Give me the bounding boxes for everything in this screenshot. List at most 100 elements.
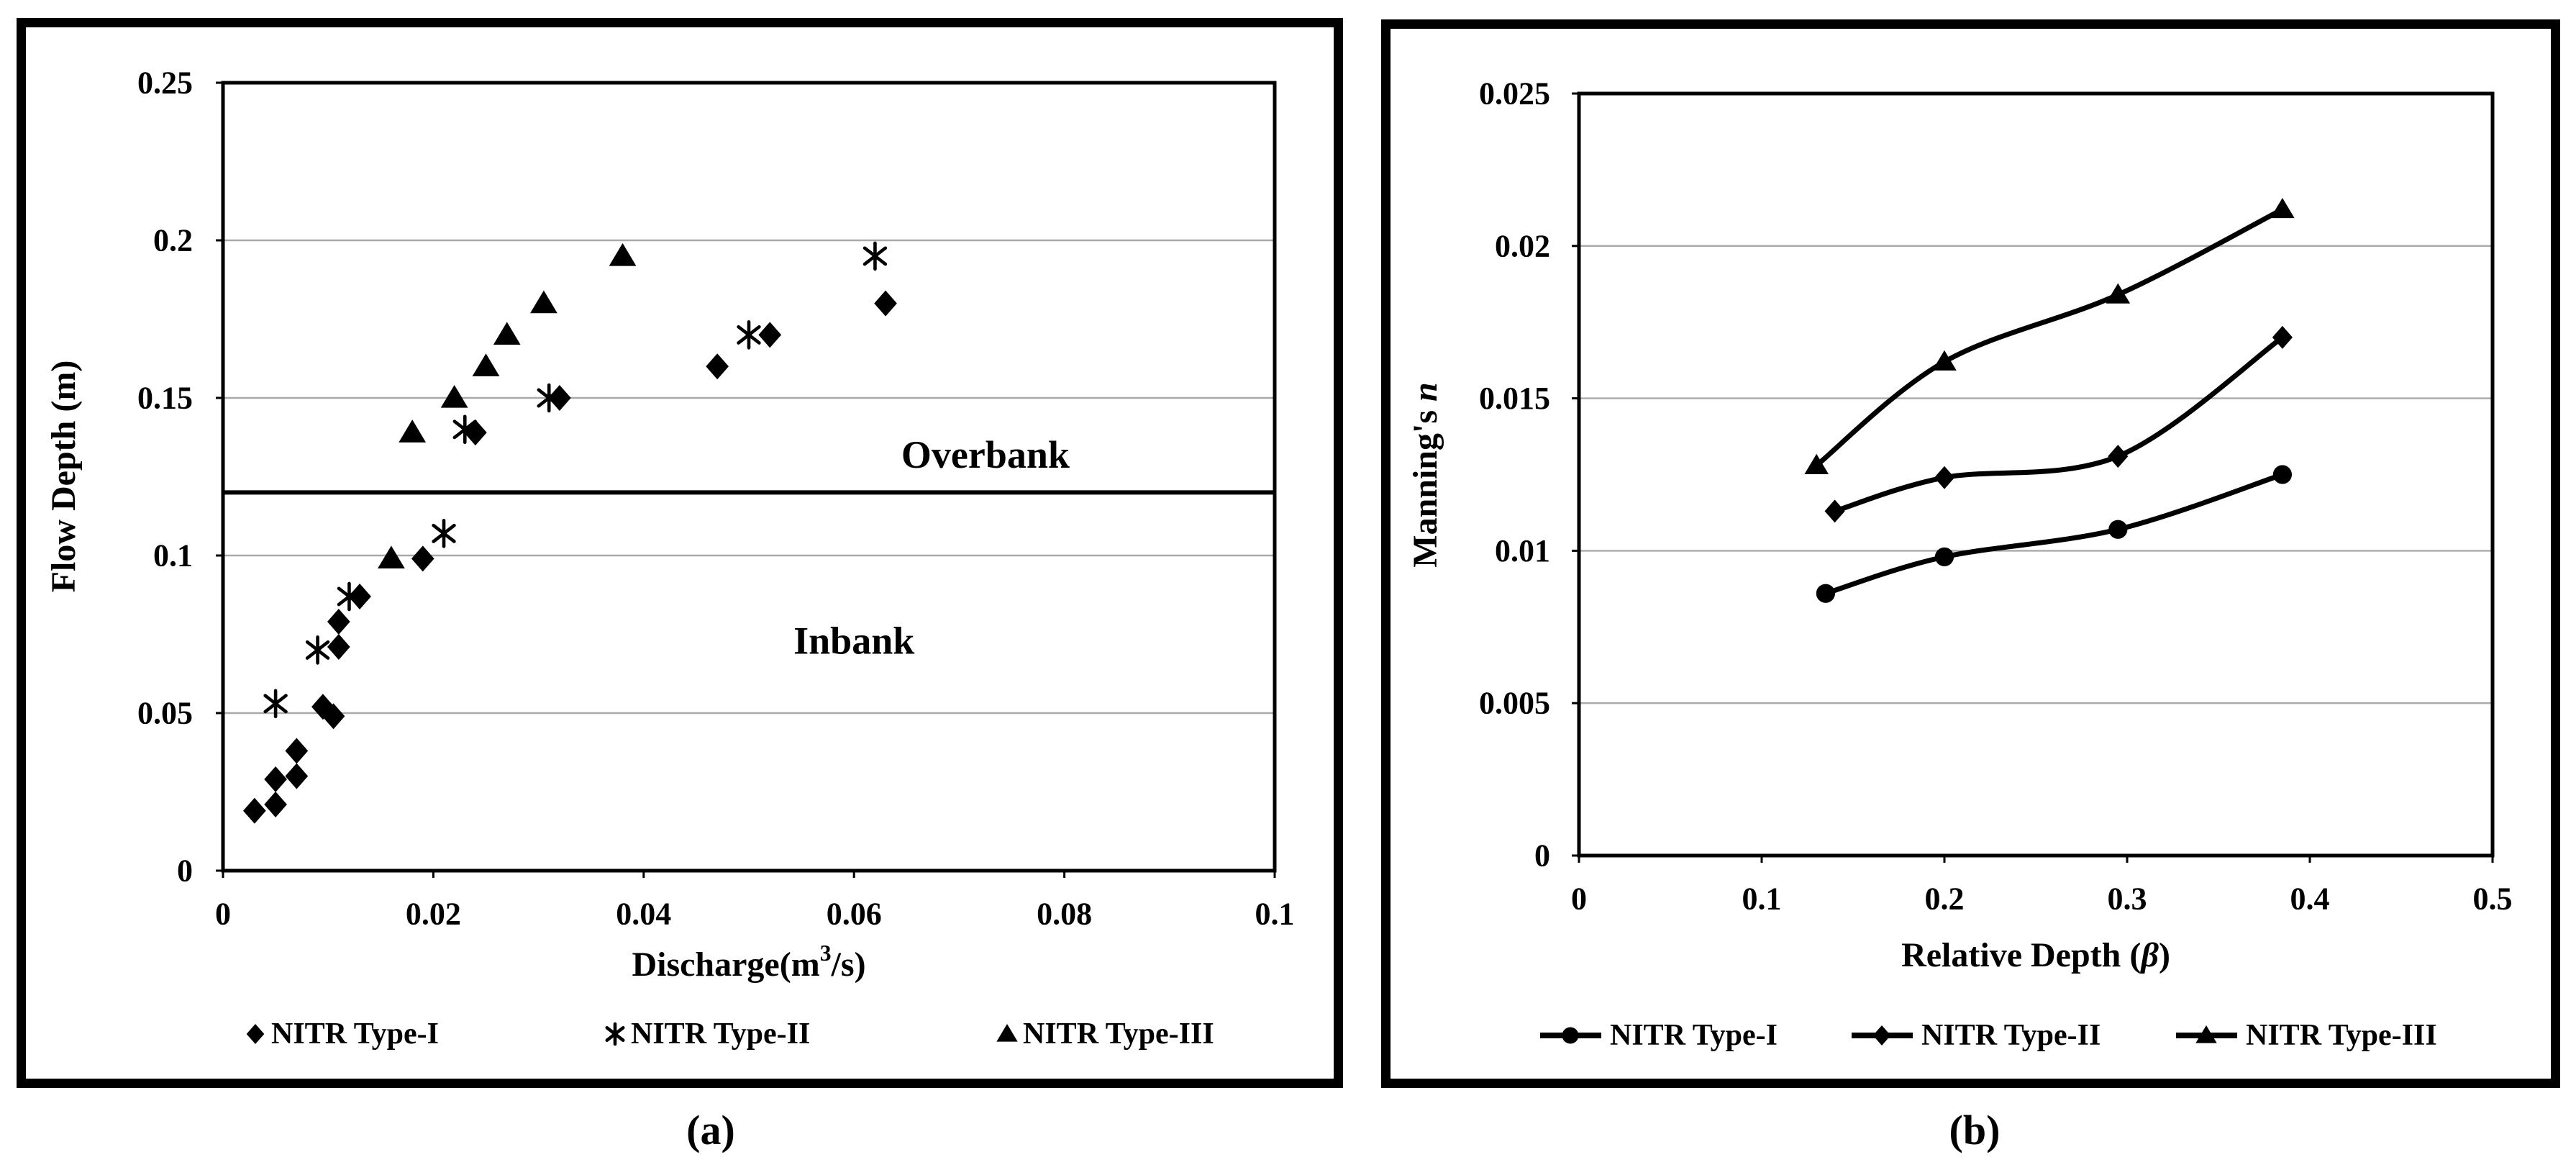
caption-b: (b) [1949, 1107, 2001, 1153]
x-axis: 0 0.02 0.04 0.06 0.08 0.1 [215, 871, 1295, 932]
data-point-nitr-type-ii [432, 519, 456, 548]
data-point-nitr-type-iii [440, 385, 468, 408]
data-point-nitr-type-iii [2270, 197, 2295, 219]
data-point-nitr-type-iii [609, 242, 637, 266]
x-axis-title-part: Discharge(m [632, 945, 819, 984]
data-point-nitr-type-i [1934, 547, 1954, 566]
x-tick-label: 0 [215, 897, 231, 932]
legend-label-nitr-type-iii: NITR Type-III [1023, 1017, 1214, 1051]
data-point-nitr-type-ii [863, 241, 888, 271]
legend-label-nitr-type-i: NITR Type-I [271, 1017, 439, 1051]
region-label-overbank: Overbank [901, 433, 1070, 476]
series-line-nitr-type-ii [1834, 335, 2284, 514]
series-nitr-type-ii [1824, 325, 2293, 523]
y-tick-label: 0.25 [137, 65, 193, 101]
legend-item-nitr-type-iii: NITR Type-III [2176, 1019, 2437, 1052]
x-tick-label: 0.1 [1742, 881, 1782, 917]
data-point-nitr-type-i [874, 290, 897, 317]
legend-item-nitr-type-iii: NITR Type-III [996, 1017, 1214, 1051]
y-tick-label: 0.02 [1495, 228, 1550, 263]
y-tick-label: 0.2 [153, 223, 193, 258]
data-point-nitr-type-ii [337, 581, 362, 612]
y-tick-label: 0 [1534, 838, 1550, 874]
data-point-nitr-type-ii [263, 689, 288, 719]
data-point-nitr-type-i [243, 797, 266, 824]
data-point-nitr-type-ii [1824, 499, 1845, 523]
legend-label-nitr-type-iii: NITR Type-III [2246, 1019, 2437, 1052]
data-point-nitr-type-i [327, 608, 350, 635]
y-tick-label: 0.005 [1479, 686, 1550, 721]
plot-border [1577, 91, 2495, 858]
data-point-nitr-type-i [264, 766, 287, 792]
legend-item-nitr-type-ii: NITR Type-II [605, 1017, 810, 1051]
region-label-inbank: Inbank [793, 619, 914, 662]
data-point-nitr-type-i [322, 703, 345, 730]
data-point-nitr-type-ii [452, 414, 477, 445]
legend-label-nitr-type-i: NITR Type-I [1610, 1019, 1778, 1052]
x-tick-label: 0.4 [2290, 881, 2330, 917]
data-point-nitr-type-iii [399, 420, 427, 443]
data-point-nitr-type-ii [2108, 445, 2129, 468]
y-axis-title-part: n [1406, 382, 1444, 402]
data-point-nitr-type-i [327, 634, 350, 661]
data-point-nitr-type-i [2272, 465, 2293, 484]
x-tick-label: 0.08 [1037, 897, 1092, 932]
data-point-nitr-type-i [464, 420, 487, 446]
data-point-nitr-type-i [264, 792, 287, 818]
y-tick-label: 0.025 [1479, 76, 1550, 112]
data-point-nitr-type-i [758, 322, 782, 348]
panel-b: 0 0.1 0.2 0.3 0.4 0.5 0 0.005 0.01 0.015 0.02 0.025… [1381, 19, 2560, 1088]
data-point-nitr-type-i [285, 763, 309, 789]
chart-b-mannings-n-vs-relative-depth: 0 0.1 0.2 0.3 0.4 0.5 0 0.005 0.01 0.015 0.02 0.025… [1406, 76, 2513, 1053]
gridlines [223, 239, 1275, 715]
data-point-nitr-type-ii [537, 383, 561, 413]
data-point-nitr-type-ii [305, 635, 330, 665]
gridlines [1579, 245, 2493, 704]
legend: NITR Type-I NITR Type-II NITR Type-III [246, 1017, 1214, 1051]
y-tick-label: 0.015 [1479, 381, 1550, 416]
legend-item-nitr-type-ii: NITR Type-II [1852, 1019, 2101, 1052]
caption-a: (a) [686, 1107, 735, 1153]
series-line-nitr-type-i [1824, 472, 2284, 597]
data-point-nitr-type-i [2108, 520, 2128, 539]
data-point-nitr-type-iii [1932, 350, 1957, 371]
x-tick-label: 0.2 [1925, 881, 1965, 917]
y-axis-title: Manning's n [1406, 382, 1444, 567]
data-point-nitr-type-i [706, 353, 729, 380]
legend-label-nitr-type-ii: NITR Type-II [631, 1017, 810, 1051]
x-axis-title-part: Relative Depth ( [1901, 936, 2141, 974]
x-axis-title: Discharge(m3/s) [632, 940, 865, 984]
x-tick-label: 0.3 [2108, 881, 2147, 917]
legend-asterisk-icon [605, 1022, 625, 1046]
data-point-nitr-type-iii [472, 353, 500, 376]
y-axis-title: Flow Depth (m) [45, 360, 83, 593]
legend-circle-icon [1562, 1027, 1579, 1044]
data-point-nitr-type-i [1816, 584, 1836, 603]
series-nitr-type-iii [378, 242, 637, 569]
x-tick-label: 0.02 [406, 897, 461, 932]
x-tick-label: 0.5 [2473, 881, 2513, 917]
data-point-nitr-type-i [285, 738, 309, 764]
panel-a: Overbank Inbank 0 0.02 0.04 0.06 0.08 0.1 0 0.05 0… [17, 18, 1343, 1088]
y-tick-label: 0.01 [1495, 533, 1550, 568]
series-nitr-type-ii [263, 241, 888, 719]
data-point-nitr-type-iii [378, 545, 405, 569]
y-tick-label: 0.15 [137, 381, 193, 416]
y-axis: 0 0.005 0.01 0.015 0.02 0.025 [1479, 76, 1579, 874]
data-point-nitr-type-iii [2106, 283, 2131, 304]
y-axis-title-part: Manning's [1406, 402, 1444, 568]
data-point-nitr-type-ii [1934, 466, 1955, 489]
legend-label-nitr-type-ii: NITR Type-II [1921, 1019, 2101, 1052]
series-line-nitr-type-iii [1814, 207, 2284, 468]
legend-triangle-icon [2195, 1025, 2217, 1043]
legend-triangle-icon [996, 1024, 1018, 1042]
legend-diamond-icon [246, 1024, 265, 1044]
x-axis-title-part: ) [2159, 936, 2170, 974]
x-axis-title-part: β [2139, 936, 2159, 974]
data-point-nitr-type-i [411, 545, 434, 572]
y-axis-title-part: Flow Depth (m) [45, 360, 83, 593]
x-axis-title-part: 3 [820, 940, 832, 966]
series-nitr-type-i [1816, 465, 2293, 603]
